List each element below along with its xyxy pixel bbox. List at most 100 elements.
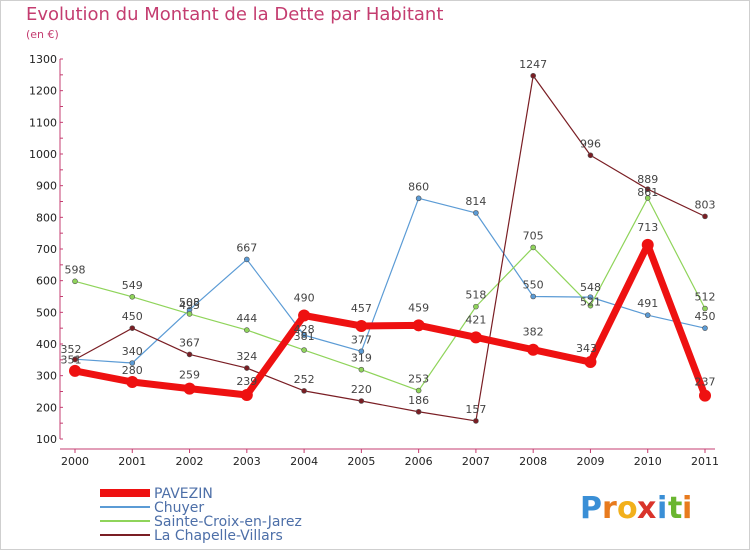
y-tick-label: 400	[36, 338, 57, 351]
data-point	[644, 195, 651, 201]
data-point	[587, 152, 594, 159]
data-label: 521	[580, 296, 601, 309]
data-label: 548	[580, 281, 601, 294]
data-point	[587, 302, 594, 309]
data-label: 667	[236, 241, 257, 254]
data-point	[415, 408, 422, 415]
y-tick-label: 900	[36, 180, 57, 193]
data-label: 860	[408, 180, 429, 193]
data-label: 237	[695, 376, 716, 389]
data-label: 444	[236, 312, 257, 325]
y-tick-label: 1200	[29, 85, 57, 98]
series-line	[74, 75, 706, 422]
data-label: 450	[122, 310, 143, 323]
data-point	[530, 244, 536, 251]
x-tick-label: 2002	[176, 455, 204, 468]
data-label: 598	[65, 263, 86, 276]
data-point	[240, 388, 253, 401]
data-point	[699, 389, 711, 402]
logo-letter: x	[637, 491, 656, 526]
x-tick-label: 2001	[118, 455, 146, 468]
series-line	[74, 197, 706, 392]
data-label: 495	[179, 299, 200, 312]
data-point	[72, 278, 78, 285]
axes: 100 200 300 400 500 600 700 800 900 1000 1100 1200 1…	[29, 53, 719, 468]
data-label: 324	[236, 350, 257, 363]
series-1	[72, 195, 708, 394]
data-label: 259	[179, 369, 200, 382]
data-label: 280	[122, 364, 143, 377]
data-point	[69, 364, 81, 377]
series-0	[72, 195, 708, 366]
data-label: 549	[122, 279, 143, 292]
data-label: 319	[351, 352, 372, 365]
series-2	[72, 72, 708, 424]
data-point	[527, 343, 540, 356]
legend-label: PAVEZIN	[154, 486, 213, 502]
data-label: 381	[294, 330, 315, 343]
data-point	[473, 210, 479, 216]
logo-letter: P	[580, 491, 602, 526]
data-label: 803	[695, 198, 716, 211]
data-point	[129, 325, 136, 331]
y-tick-label: 700	[36, 243, 57, 256]
y-tick-label: 100	[36, 433, 57, 446]
data-point	[358, 398, 365, 404]
y-tick-label: 500	[36, 306, 57, 319]
logo-letter: r	[602, 491, 617, 526]
logo-letter: i	[657, 491, 667, 526]
data-label: 490	[294, 292, 315, 305]
data-label: 705	[523, 229, 544, 242]
chart-subtitle: (en €)	[26, 28, 59, 41]
data-point	[415, 387, 422, 394]
data-point	[702, 305, 708, 312]
x-tick-label: 2009	[576, 455, 604, 468]
data-label: 491	[637, 297, 658, 310]
data-label: 512	[695, 291, 716, 304]
data-point	[530, 72, 536, 79]
y-tick-label: 1000	[29, 148, 57, 161]
data-point	[587, 294, 594, 300]
data-point	[358, 366, 365, 373]
data-point	[244, 365, 250, 371]
chart-title: Evolution du Montant de la Dette par Hab…	[26, 4, 444, 25]
data-label: 861	[637, 186, 658, 199]
data-point	[129, 294, 136, 300]
logo-letter: o	[617, 491, 638, 526]
data-point	[412, 319, 425, 332]
data-label: 713	[637, 221, 658, 234]
data-label: 239	[236, 375, 257, 388]
data-point	[702, 213, 708, 220]
data-label: 252	[294, 373, 315, 386]
data-label: 457	[351, 302, 372, 315]
x-tick-label: 2006	[405, 455, 433, 468]
legend-label: La Chapelle-Villars	[154, 528, 283, 544]
data-point	[473, 418, 479, 424]
data-point	[301, 347, 307, 353]
data-label: 352	[61, 343, 82, 356]
data-point	[358, 348, 365, 355]
data-point	[244, 327, 250, 333]
x-tick-label: 2010	[634, 455, 662, 468]
data-point	[355, 319, 368, 332]
data-label: 367	[179, 336, 200, 349]
data-label: 421	[465, 313, 486, 326]
data-label: 814	[465, 195, 486, 208]
legend-label: Chuyer	[154, 500, 204, 516]
logo-letter: t	[668, 491, 682, 526]
data-point	[641, 238, 654, 251]
y-tick-label: 1300	[29, 53, 57, 66]
data-point	[298, 309, 311, 322]
data-label: 157	[465, 403, 486, 416]
data-label: 340	[122, 345, 143, 358]
data-label: 343	[576, 342, 597, 355]
data-point	[530, 293, 536, 300]
series-lines	[69, 72, 711, 424]
data-label: 459	[408, 301, 429, 314]
data-point	[584, 356, 597, 369]
y-tick-label: 800	[36, 211, 57, 224]
data-point	[469, 331, 482, 344]
